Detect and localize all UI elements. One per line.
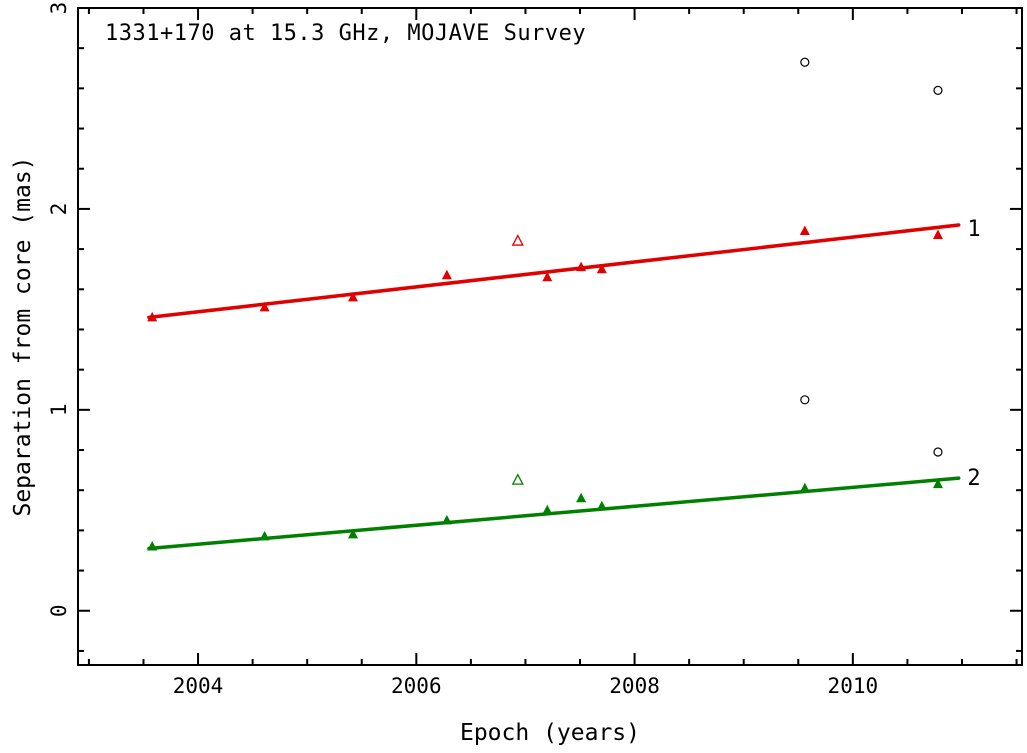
fit-line-component-1 bbox=[147, 223, 961, 320]
marker-filled-triangle bbox=[348, 528, 359, 539]
chart-title: 1331+170 at 15.3 GHz, MOJAVE Survey bbox=[105, 21, 586, 46]
marker-filled-triangle bbox=[932, 229, 943, 240]
marker-open-circle bbox=[800, 395, 810, 405]
marker-filled-triangle bbox=[576, 492, 587, 503]
marker-open-triangle bbox=[511, 473, 524, 485]
series-unidentified-features bbox=[800, 57, 943, 457]
marker-open-circle bbox=[800, 57, 810, 67]
x-tick-label: 2010 bbox=[828, 674, 879, 698]
marker-filled-triangle bbox=[259, 301, 270, 312]
series-label-component-2: 2 bbox=[967, 466, 980, 491]
marker-filled-triangle bbox=[441, 269, 452, 280]
fit-line-component-2 bbox=[147, 476, 961, 551]
series-label-component-1: 1 bbox=[967, 217, 980, 242]
x-tick-labels: 2004 2006 2008 2010 bbox=[173, 674, 878, 698]
marker-open-triangle bbox=[511, 234, 524, 246]
marker-filled-triangle bbox=[799, 225, 810, 236]
x-tick-label: 2008 bbox=[609, 674, 660, 698]
marker-open-circle bbox=[933, 447, 943, 457]
x-tick-label: 2006 bbox=[391, 674, 442, 698]
marker-filled-triangle bbox=[932, 478, 943, 489]
marker-filled-triangle bbox=[799, 482, 810, 493]
marker-filled-triangle bbox=[259, 530, 270, 541]
marker-filled-triangle bbox=[147, 311, 158, 322]
y-tick-label: 3 bbox=[47, 2, 71, 15]
y-tick-label: 2 bbox=[47, 203, 71, 216]
series-component-2: 2 bbox=[147, 466, 981, 551]
y-tick-label: 0 bbox=[47, 604, 71, 617]
y-axis-label: Separation from core (mas) bbox=[10, 156, 36, 516]
y-axis-ticks bbox=[78, 7, 1022, 652]
y-tick-label: 1 bbox=[47, 404, 71, 417]
x-axis-ticks bbox=[87, 8, 1018, 665]
series-component-1: 1 bbox=[147, 217, 981, 322]
marker-filled-triangle bbox=[576, 261, 587, 272]
marker-filled-triangle bbox=[147, 540, 158, 551]
x-tick-label: 2004 bbox=[173, 674, 224, 698]
series-component-2-unflagged bbox=[511, 473, 524, 485]
marker-filled-triangle bbox=[441, 514, 452, 525]
series-component-1-unflagged bbox=[511, 234, 524, 246]
marker-filled-triangle bbox=[596, 500, 607, 511]
y-tick-labels: 0 1 2 3 bbox=[47, 2, 71, 617]
marker-filled-triangle bbox=[542, 271, 553, 282]
x-axis-label: Epoch (years) bbox=[460, 720, 640, 746]
marker-filled-triangle bbox=[596, 263, 607, 274]
marker-open-circle bbox=[933, 85, 943, 95]
marker-filled-triangle bbox=[542, 504, 553, 515]
marker-filled-triangle bbox=[348, 291, 359, 302]
plot-frame bbox=[77, 7, 1023, 666]
